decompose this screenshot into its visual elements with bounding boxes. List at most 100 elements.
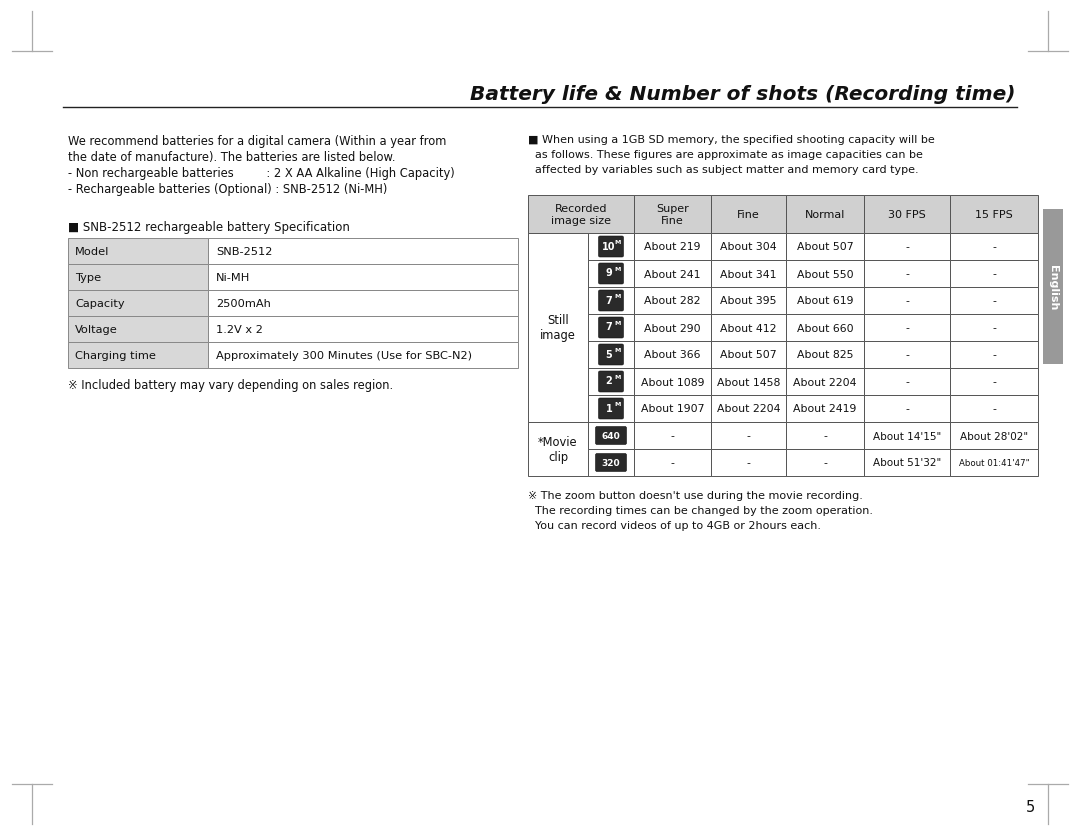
Bar: [634, 234, 711, 261]
Text: Normal: Normal: [805, 210, 846, 220]
Bar: [634, 450, 711, 477]
Bar: [588, 395, 634, 422]
Text: Capacity: Capacity: [75, 298, 124, 308]
Text: -: -: [671, 431, 674, 441]
Bar: [588, 342, 634, 369]
Text: About 507: About 507: [720, 350, 777, 360]
Text: 15 FPS: 15 FPS: [975, 210, 1013, 220]
Text: M: M: [615, 321, 621, 325]
Bar: [588, 450, 634, 477]
Text: English: English: [1048, 264, 1058, 310]
Text: -: -: [905, 323, 909, 333]
Bar: [786, 450, 864, 477]
Bar: [786, 288, 864, 314]
Bar: [711, 314, 786, 342]
Text: About 14'15": About 14'15": [873, 431, 941, 441]
Text: About 825: About 825: [797, 350, 853, 360]
Text: ※ The zoom button doesn't use during the movie recording.: ※ The zoom button doesn't use during the…: [528, 491, 863, 501]
Text: -: -: [746, 458, 751, 468]
Bar: [208, 343, 518, 369]
Bar: [634, 196, 711, 234]
Text: -: -: [905, 350, 909, 360]
Text: M: M: [615, 375, 621, 380]
Text: Approximately 300 Minutes (Use for SBC-N2): Approximately 300 Minutes (Use for SBC-N…: [216, 350, 472, 360]
Text: About 51'32": About 51'32": [873, 458, 941, 468]
FancyBboxPatch shape: [598, 237, 623, 257]
Bar: [950, 450, 1038, 477]
Text: 2500mAh: 2500mAh: [216, 298, 271, 308]
Text: -: -: [746, 431, 751, 441]
Text: 320: 320: [602, 458, 620, 467]
Text: About 1089: About 1089: [640, 377, 704, 387]
Bar: [528, 196, 634, 234]
Bar: [208, 291, 518, 317]
Text: About 412: About 412: [720, 323, 777, 333]
FancyBboxPatch shape: [598, 399, 623, 420]
Bar: [950, 422, 1038, 450]
Text: SNB-2512: SNB-2512: [216, 247, 272, 257]
Bar: [208, 317, 518, 343]
Text: The recording times can be changed by the zoom operation.: The recording times can be changed by th…: [528, 506, 873, 515]
Text: -: -: [823, 458, 827, 468]
Text: About 282: About 282: [645, 296, 701, 306]
Text: M: M: [615, 348, 621, 353]
Text: 9: 9: [606, 268, 612, 278]
Bar: [588, 234, 634, 261]
Text: M: M: [615, 401, 621, 406]
Bar: [950, 234, 1038, 261]
Bar: [950, 288, 1038, 314]
Text: Still
image: Still image: [540, 314, 576, 342]
Text: -: -: [993, 377, 996, 387]
Bar: [864, 450, 950, 477]
Text: About 304: About 304: [720, 242, 777, 252]
Text: About 341: About 341: [720, 269, 777, 279]
Text: About 1907: About 1907: [640, 404, 704, 414]
Bar: [711, 234, 786, 261]
Bar: [711, 261, 786, 288]
Text: affected by variables such as subject matter and memory card type.: affected by variables such as subject ma…: [528, 165, 919, 175]
Text: 2: 2: [606, 376, 612, 386]
Bar: [68, 239, 208, 265]
Text: M: M: [615, 267, 621, 272]
Text: 7: 7: [606, 295, 612, 305]
Text: 1: 1: [606, 403, 612, 413]
Text: -: -: [993, 269, 996, 279]
Bar: [68, 291, 208, 317]
FancyBboxPatch shape: [595, 427, 626, 445]
Text: 1.2V x 2: 1.2V x 2: [216, 324, 262, 334]
Text: About 01:41'47": About 01:41'47": [959, 458, 1029, 467]
Bar: [528, 422, 588, 477]
Bar: [950, 261, 1038, 288]
Bar: [208, 265, 518, 291]
Bar: [634, 422, 711, 450]
Text: 5: 5: [606, 349, 612, 359]
Bar: [786, 261, 864, 288]
Text: Fine: Fine: [738, 210, 760, 220]
Bar: [68, 343, 208, 369]
Bar: [711, 342, 786, 369]
Bar: [950, 395, 1038, 422]
Text: Ni-MH: Ni-MH: [216, 273, 251, 283]
Text: -: -: [905, 296, 909, 306]
Bar: [68, 265, 208, 291]
Bar: [786, 422, 864, 450]
Bar: [711, 422, 786, 450]
Bar: [864, 369, 950, 395]
Bar: [711, 369, 786, 395]
Bar: [634, 288, 711, 314]
Bar: [711, 450, 786, 477]
Text: About 507: About 507: [797, 242, 853, 252]
FancyBboxPatch shape: [598, 371, 623, 393]
Text: ■ SNB-2512 rechargeable battery Specification: ■ SNB-2512 rechargeable battery Specific…: [68, 221, 350, 234]
Bar: [1043, 210, 1063, 364]
Bar: [950, 314, 1038, 342]
Text: About 660: About 660: [797, 323, 853, 333]
Bar: [588, 422, 634, 450]
Text: 7: 7: [606, 322, 612, 332]
FancyBboxPatch shape: [598, 291, 623, 312]
Text: -: -: [905, 242, 909, 252]
Text: 30 FPS: 30 FPS: [888, 210, 926, 220]
Text: About 2419: About 2419: [794, 404, 856, 414]
Bar: [528, 234, 588, 422]
Bar: [950, 369, 1038, 395]
